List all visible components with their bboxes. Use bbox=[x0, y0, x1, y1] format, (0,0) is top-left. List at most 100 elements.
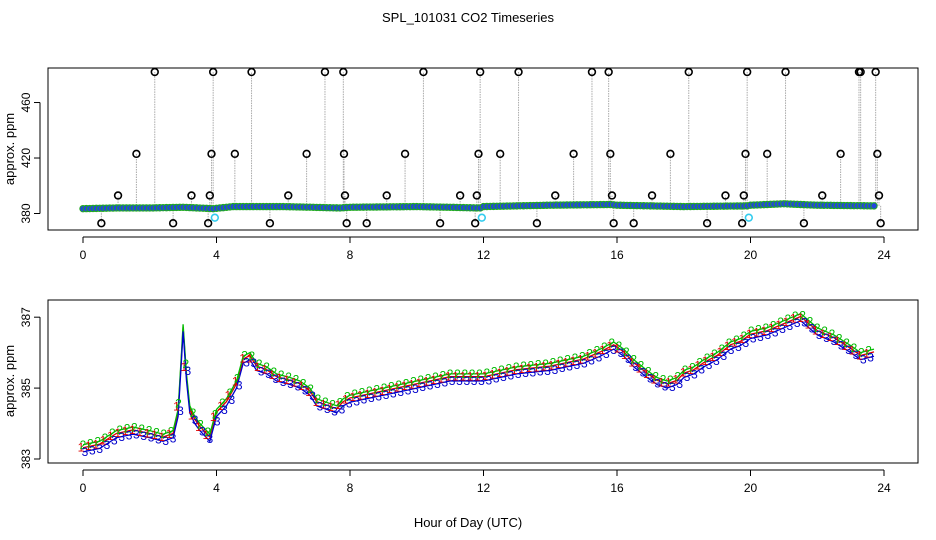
series-marker-2: 2 bbox=[322, 395, 329, 409]
series-marker-1: 1 bbox=[180, 360, 187, 374]
series-marker-2: 2 bbox=[410, 375, 417, 389]
series-marker-2: 2 bbox=[689, 360, 696, 374]
series-marker-1: 1 bbox=[518, 362, 525, 376]
series-marker-1: 1 bbox=[195, 420, 202, 434]
series-marker-3: 3 bbox=[206, 432, 213, 446]
x-tick-label: 8 bbox=[347, 481, 354, 495]
series-marker-2: 2 bbox=[572, 351, 579, 365]
series-marker-2: 2 bbox=[843, 336, 850, 350]
series-marker-1: 1 bbox=[496, 366, 503, 380]
series-marker-3: 3 bbox=[625, 352, 632, 366]
series-marker-2: 2 bbox=[146, 423, 153, 437]
series-marker-1: 1 bbox=[562, 355, 569, 369]
series-marker-1: 1 bbox=[680, 366, 687, 380]
series-marker-3: 3 bbox=[831, 334, 838, 348]
series-marker-1: 1 bbox=[349, 390, 356, 404]
series-marker-3: 3 bbox=[265, 367, 272, 381]
series-marker-2: 2 bbox=[667, 373, 674, 387]
spike-point bbox=[876, 219, 885, 228]
spike-point bbox=[472, 191, 482, 200]
series-marker-2: 2 bbox=[160, 427, 167, 441]
series-marker-2: 2 bbox=[674, 370, 681, 384]
series-marker-1: 1 bbox=[526, 361, 533, 375]
series-marker-3: 3 bbox=[148, 431, 155, 445]
cyan-point bbox=[210, 213, 220, 222]
spike-point bbox=[265, 219, 275, 228]
top-plot-frame bbox=[47, 67, 919, 231]
series-marker-2: 2 bbox=[329, 397, 336, 411]
x-tick-label: 16 bbox=[610, 481, 624, 495]
series-marker-1: 1 bbox=[768, 321, 775, 335]
spike-point bbox=[97, 219, 106, 228]
series-marker-2: 2 bbox=[315, 392, 322, 406]
series-line-2 bbox=[82, 312, 875, 446]
series-marker-2: 2 bbox=[711, 347, 718, 361]
series-marker-2: 2 bbox=[417, 373, 424, 387]
series-marker-1: 1 bbox=[217, 399, 224, 413]
series-marker-1: 1 bbox=[386, 382, 393, 396]
series-marker-3: 3 bbox=[647, 371, 654, 385]
series-marker-2: 2 bbox=[366, 384, 373, 398]
spike-point bbox=[132, 149, 141, 159]
series-marker-3: 3 bbox=[618, 346, 625, 360]
series-marker-3: 3 bbox=[324, 402, 331, 416]
series-marker-1: 1 bbox=[335, 398, 342, 412]
series-marker-1: 1 bbox=[694, 358, 701, 372]
series-marker-1: 1 bbox=[459, 370, 466, 384]
series-marker-2: 2 bbox=[344, 390, 351, 404]
series-marker-3: 3 bbox=[765, 328, 772, 342]
series-marker-1: 1 bbox=[305, 385, 312, 399]
series-marker-1: 1 bbox=[548, 359, 555, 373]
series-marker-1: 1 bbox=[408, 378, 415, 392]
series-marker-1: 1 bbox=[136, 425, 143, 439]
series-marker-1: 1 bbox=[100, 434, 107, 448]
series-marker-2: 2 bbox=[579, 349, 586, 363]
series-marker-2: 2 bbox=[469, 367, 476, 381]
series-marker-1: 1 bbox=[834, 334, 841, 348]
series-marker-2: 2 bbox=[293, 373, 300, 387]
series-marker-2: 2 bbox=[447, 367, 454, 381]
series-marker-2: 2 bbox=[307, 382, 314, 396]
series-marker-3: 3 bbox=[522, 366, 529, 380]
top-y-axis: 380 420 460 bbox=[19, 92, 41, 224]
y-tick-label: 385 bbox=[19, 378, 33, 398]
series-marker-1: 1 bbox=[85, 439, 92, 453]
series-marker-3: 3 bbox=[104, 438, 111, 452]
series-marker-2: 2 bbox=[94, 435, 101, 449]
spike-point bbox=[400, 149, 410, 159]
series-marker-1: 1 bbox=[188, 409, 195, 423]
series-marker-3: 3 bbox=[654, 377, 661, 391]
series-marker-1: 1 bbox=[474, 370, 481, 384]
series-marker-1: 1 bbox=[687, 363, 694, 377]
series-marker-2: 2 bbox=[138, 422, 145, 436]
spike-point bbox=[702, 219, 712, 228]
spike-point bbox=[339, 149, 349, 159]
chart-title: SPL_101031 CO2 Timeseries bbox=[382, 10, 554, 25]
series-marker-2: 2 bbox=[190, 406, 197, 420]
spike-point bbox=[551, 191, 560, 200]
spike-point bbox=[514, 67, 523, 77]
series-marker-1: 1 bbox=[511, 363, 518, 377]
series-marker-2: 2 bbox=[865, 344, 872, 358]
series-marker-3: 3 bbox=[742, 336, 749, 350]
series-marker-3: 3 bbox=[544, 364, 551, 378]
series-marker-2: 2 bbox=[219, 396, 226, 410]
series-marker-3: 3 bbox=[485, 373, 492, 387]
series-marker-1: 1 bbox=[533, 360, 540, 374]
series-marker-2: 2 bbox=[300, 376, 307, 390]
series-marker-1: 1 bbox=[254, 360, 261, 374]
x-tick-label: 8 bbox=[347, 248, 354, 262]
spike-point bbox=[382, 191, 391, 200]
top-baseline-points bbox=[79, 200, 878, 213]
series-marker-2: 2 bbox=[425, 372, 432, 386]
series-marker-1: 1 bbox=[738, 332, 745, 346]
series-marker-1: 1 bbox=[716, 345, 723, 359]
series-marker-2: 2 bbox=[755, 323, 762, 337]
series-marker-1: 1 bbox=[841, 339, 848, 353]
series-marker-1: 1 bbox=[783, 315, 790, 329]
series-marker-2: 2 bbox=[821, 324, 828, 338]
series-marker-3: 3 bbox=[199, 424, 206, 438]
series-marker-1: 1 bbox=[863, 346, 870, 360]
series-marker-2: 2 bbox=[682, 363, 689, 377]
spike-point bbox=[737, 219, 747, 228]
